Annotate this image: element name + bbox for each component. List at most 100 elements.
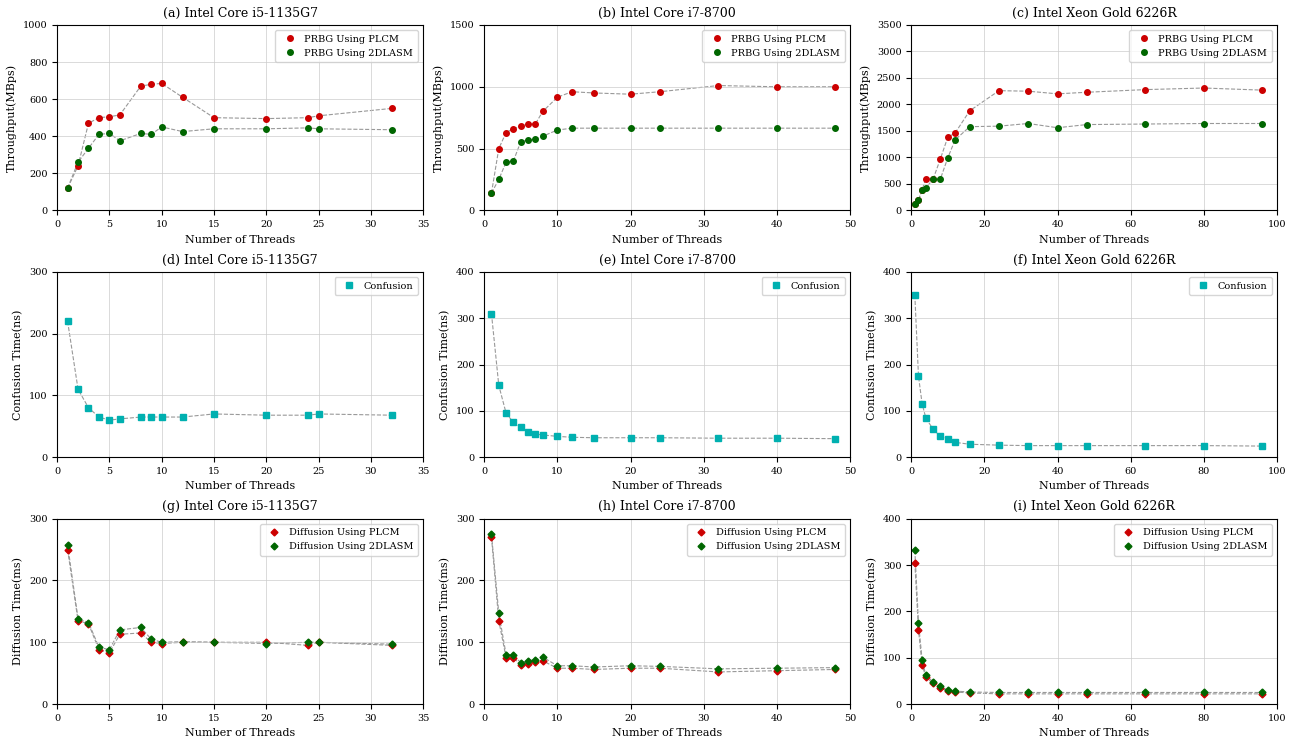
PRBG Using PLCM (1254, 86, 1270, 95)
Diffusion Using PLCM (92, 645, 107, 654)
Confusion (535, 431, 551, 440)
PRBG Using 2DLASM (1080, 120, 1095, 129)
Diffusion Using PLCM (259, 638, 274, 647)
PRBG Using PLCM (484, 188, 499, 197)
Confusion (92, 413, 107, 422)
Line: Confusion: Confusion (912, 292, 1266, 448)
PRBG Using 2DLASM (59, 183, 75, 192)
Confusion (154, 413, 169, 422)
PRBG Using 2DLASM (1138, 119, 1153, 128)
Diffusion Using 2DLASM (550, 662, 565, 671)
Diffusion Using PLCM (310, 638, 326, 647)
PRBG Using 2DLASM (769, 124, 785, 133)
PRBG Using PLCM (384, 104, 400, 113)
PRBG Using 2DLASM (133, 129, 149, 138)
PRBG Using 2DLASM (918, 183, 934, 192)
Diffusion Using 2DLASM (92, 643, 107, 652)
Title: (e) Intel Core i7-8700: (e) Intel Core i7-8700 (599, 253, 736, 267)
PRBG Using 2DLASM (910, 195, 926, 204)
PRBG Using PLCM (300, 113, 315, 122)
Diffusion Using 2DLASM (175, 637, 190, 646)
PRBG Using 2DLASM (484, 188, 499, 197)
PRBG Using PLCM (506, 124, 521, 133)
Confusion (769, 434, 785, 443)
PRBG Using 2DLASM (300, 124, 315, 133)
PRBG Using PLCM (112, 110, 128, 119)
PRBG Using PLCM (908, 200, 923, 209)
Diffusion Using 2DLASM (948, 687, 963, 696)
PRBG Using 2DLASM (102, 129, 118, 138)
PRBG Using 2DLASM (550, 126, 565, 135)
Diffusion Using PLCM (550, 664, 565, 673)
Diffusion Using 2DLASM (491, 609, 507, 618)
PRBG Using 2DLASM (506, 156, 521, 165)
Confusion (144, 413, 159, 422)
Diffusion Using 2DLASM (1080, 688, 1095, 697)
Confusion (206, 410, 221, 419)
Diffusion Using 2DLASM (484, 530, 499, 539)
X-axis label: Number of Threads: Number of Threads (1040, 235, 1149, 244)
Confusion (259, 410, 274, 419)
Confusion (940, 434, 956, 443)
Confusion (586, 434, 601, 443)
Y-axis label: Diffusion Time(ms): Diffusion Time(ms) (440, 557, 450, 665)
PRBG Using PLCM (59, 183, 75, 192)
PRBG Using PLCM (926, 174, 941, 183)
PRBG Using PLCM (528, 119, 543, 128)
Diffusion Using 2DLASM (520, 656, 535, 665)
PRBG Using PLCM (1050, 89, 1065, 98)
Line: Diffusion Using 2DLASM: Diffusion Using 2DLASM (913, 548, 1265, 695)
Title: (h) Intel Core i7-8700: (h) Intel Core i7-8700 (599, 501, 736, 513)
PRBG Using PLCM (623, 89, 639, 98)
Confusion (513, 422, 529, 431)
PRBG Using 2DLASM (70, 158, 85, 167)
Diffusion Using 2DLASM (59, 540, 75, 549)
Diffusion Using 2DLASM (908, 546, 923, 555)
PRBG Using PLCM (769, 82, 785, 91)
PRBG Using PLCM (910, 195, 926, 204)
Confusion (948, 438, 963, 447)
Diffusion Using PLCM (498, 653, 513, 662)
Line: PRBG Using 2DLASM: PRBG Using 2DLASM (489, 125, 838, 196)
Line: Diffusion Using PLCM: Diffusion Using PLCM (65, 547, 394, 655)
Confusion (102, 416, 118, 425)
Diffusion Using 2DLASM (506, 651, 521, 660)
PRBG Using PLCM (520, 119, 535, 128)
PRBG Using PLCM (513, 122, 529, 131)
Diffusion Using PLCM (1080, 689, 1095, 698)
Diffusion Using 2DLASM (384, 640, 400, 649)
Diffusion Using PLCM (992, 689, 1007, 698)
PRBG Using PLCM (206, 113, 221, 122)
Title: (g) Intel Core i5-1135G7: (g) Intel Core i5-1135G7 (163, 501, 318, 513)
Diffusion Using PLCM (564, 664, 579, 673)
Diffusion Using 2DLASM (1020, 688, 1036, 697)
Diffusion Using 2DLASM (310, 638, 326, 647)
Y-axis label: Confusion Time(ns): Confusion Time(ns) (440, 309, 450, 419)
Confusion (484, 309, 499, 318)
Diffusion Using PLCM (910, 626, 926, 635)
Diffusion Using 2DLASM (300, 638, 315, 647)
Diffusion Using 2DLASM (586, 662, 601, 671)
Confusion (926, 425, 941, 434)
Confusion (80, 403, 96, 412)
Confusion (384, 410, 400, 419)
Diffusion Using PLCM (908, 558, 923, 567)
Confusion (908, 291, 923, 299)
PRBG Using 2DLASM (908, 200, 923, 209)
Diffusion Using PLCM (586, 665, 601, 674)
Title: (c) Intel Xeon Gold 6226R: (c) Intel Xeon Gold 6226R (1011, 7, 1177, 19)
Diffusion Using PLCM (102, 648, 118, 657)
PRBG Using PLCM (80, 118, 96, 127)
Legend: PRBG Using PLCM, PRBG Using 2DLASM: PRBG Using PLCM, PRBG Using 2DLASM (702, 30, 846, 63)
Diffusion Using 2DLASM (1138, 688, 1153, 697)
Confusion (550, 432, 565, 441)
Diffusion Using PLCM (144, 638, 159, 647)
Diffusion Using PLCM (1138, 689, 1153, 698)
PRBG Using 2DLASM (940, 153, 956, 162)
Diffusion Using 2DLASM (652, 662, 667, 671)
Diffusion Using PLCM (652, 664, 667, 673)
PRBG Using PLCM (962, 107, 978, 115)
PRBG Using PLCM (932, 154, 948, 163)
Legend: PRBG Using PLCM, PRBG Using 2DLASM: PRBG Using PLCM, PRBG Using 2DLASM (1129, 30, 1272, 63)
Diffusion Using PLCM (769, 666, 785, 675)
